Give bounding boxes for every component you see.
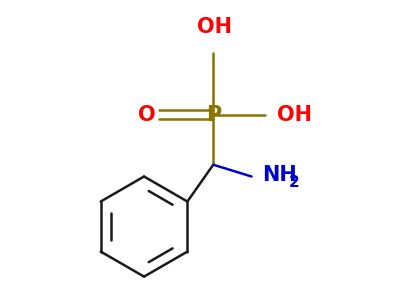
Text: P: P <box>206 105 221 125</box>
Text: O: O <box>138 105 156 125</box>
Text: 2: 2 <box>288 176 299 190</box>
Text: OH: OH <box>276 105 312 125</box>
Text: OH: OH <box>197 16 232 37</box>
Text: NH: NH <box>262 165 296 185</box>
